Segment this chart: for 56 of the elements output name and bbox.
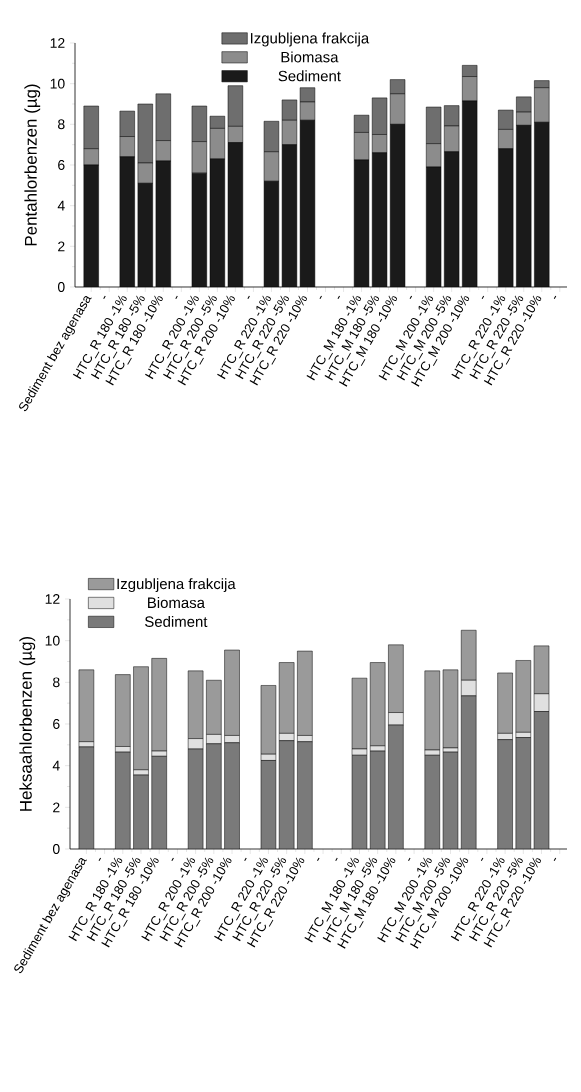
y-axis-title: Pentahlorbenzen (µg) — [24, 84, 41, 246]
legend-label: Biomasa — [148, 597, 205, 609]
bar — [515, 660, 532, 733]
x-tick-label: - — [553, 857, 557, 861]
bar — [133, 774, 149, 849]
x-tick-label: - — [337, 295, 340, 299]
y-tick-label: 4 — [52, 760, 60, 771]
legend-label: Biomasa — [281, 51, 339, 63]
y-tick-label: 8 — [53, 677, 60, 688]
y-tick-label: 4 — [57, 200, 65, 211]
legend-label: Izgubljena frakcija — [250, 32, 370, 47]
bar — [224, 742, 240, 849]
x-tick-label: - — [408, 857, 411, 861]
x-tick-label: - — [247, 295, 250, 299]
x-tick-label: - — [480, 857, 484, 861]
y-axis-title: Heksaahlorbenzen (µg) — [19, 636, 36, 811]
bar — [424, 670, 440, 751]
bar — [115, 751, 131, 849]
x-tick-label: - — [319, 295, 322, 299]
y-tick-label: 6 — [53, 719, 60, 729]
x-tick-label: - — [553, 295, 557, 299]
y-tick-label: 2 — [58, 241, 65, 252]
y-tick-label: 0 — [57, 282, 65, 292]
y-tick-label: 10 — [45, 635, 60, 646]
x-tick-label: - — [98, 857, 102, 861]
bar — [297, 741, 313, 849]
x-tick-label: - — [409, 295, 413, 299]
x-tick-label: - — [481, 295, 485, 299]
x-tick-label: - — [171, 857, 174, 861]
bar — [424, 755, 440, 849]
legend-label: Izgubljena frakcija — [117, 578, 236, 593]
bar — [115, 674, 131, 747]
bar — [369, 662, 386, 747]
x-tick-label: - — [244, 857, 247, 861]
legend-label: Sediment — [278, 70, 341, 82]
bar — [206, 743, 222, 849]
bar — [497, 739, 513, 849]
x-tick-label: - — [335, 857, 338, 861]
bar — [151, 756, 167, 849]
legend-label: Sediment — [145, 615, 208, 627]
bar — [78, 669, 95, 742]
y-tick-label: 6 — [58, 160, 65, 170]
bar — [388, 724, 404, 849]
y-tick-label: 12 — [50, 38, 65, 48]
x-tick-label: - — [175, 295, 178, 299]
bar — [133, 666, 149, 771]
bar — [460, 695, 477, 849]
bar — [442, 669, 459, 749]
y-tick-label: 2 — [53, 802, 60, 813]
y-tick-label: 0 — [52, 844, 60, 854]
x-tick-label: - — [317, 857, 320, 861]
y-tick-label: 12 — [45, 594, 60, 604]
y-tick-label: 8 — [58, 119, 65, 130]
y-tick-label: 10 — [50, 78, 65, 89]
bar — [151, 658, 167, 752]
x-tick-label: - — [103, 295, 106, 299]
